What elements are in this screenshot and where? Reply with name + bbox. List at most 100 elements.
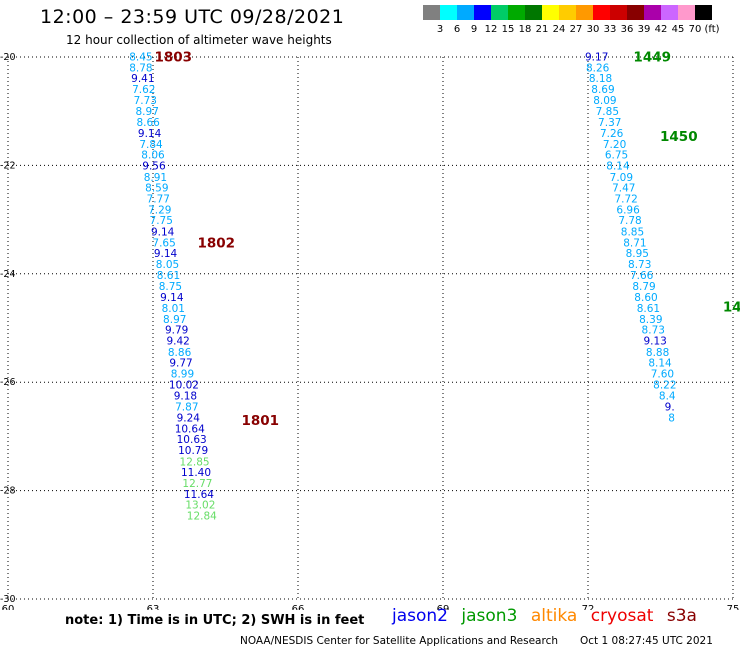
generated-timestamp: Oct 1 08:27:45 UTC 2021 <box>580 635 713 647</box>
colorbar-swatch <box>423 5 440 20</box>
wave-height-value: 8.01 <box>162 303 185 315</box>
wave-height-value: 9.14 <box>138 128 162 140</box>
colorbar-label: 36 <box>621 24 634 35</box>
wave-height-value: 8.86 <box>168 347 192 359</box>
map-subtitle: 12 hour collection of altimeter wave hei… <box>66 33 332 47</box>
legend-jason3: jason3 <box>461 606 518 626</box>
colorbar-swatch <box>610 5 627 20</box>
wave-height-value: 8.79 <box>632 281 655 293</box>
wave-height-value: 9.56 <box>142 160 166 172</box>
pass-time-label: 1449 <box>633 50 671 66</box>
colorbar-swatch <box>491 5 508 20</box>
wave-height-value: 10.64 <box>175 423 205 435</box>
colorbar-label: 30 <box>587 24 600 35</box>
wave-height-value: 8.75 <box>159 281 182 293</box>
wave-height-value: 8.85 <box>621 227 644 239</box>
wave-height-value: 7.85 <box>596 106 619 118</box>
wave-height-value: 6.96 <box>616 204 640 216</box>
wave-height-value: 9.79 <box>165 325 188 337</box>
wave-height-value: 8.45 <box>129 52 152 64</box>
wave-height-value: 7.37 <box>598 117 621 129</box>
wave-height-value: 8.73 <box>642 325 665 337</box>
colorbar-swatch <box>593 5 610 20</box>
footnote: note: 1) Time is in UTC; 2) SWH is in fe… <box>65 613 365 628</box>
colorbar-label: 27 <box>570 24 583 35</box>
wave-height-value: 7.62 <box>132 84 155 96</box>
wave-height-value: 8.09 <box>593 95 616 107</box>
colorbar-label: 12 <box>485 24 498 35</box>
wave-height-value: 8.73 <box>628 259 651 271</box>
colorbar-label: 9 <box>471 24 477 35</box>
wave-height-value: 10.79 <box>178 445 208 457</box>
colorbar-swatch <box>474 5 491 20</box>
wave-height-value: 8.4 <box>659 390 676 402</box>
colorbar-swatch <box>661 5 678 20</box>
credit-line: NOAA/NESDIS Center for Satellite Applica… <box>240 635 558 647</box>
colorbar-label: 15 <box>502 24 515 35</box>
wave-height-value: 8.18 <box>589 73 612 85</box>
wave-height-value: 11.40 <box>181 467 211 479</box>
wave-height-value: 8.05 <box>156 259 179 271</box>
wave-height-value: 11.64 <box>184 489 214 501</box>
colorbar-label: 33 <box>604 24 617 35</box>
wave-height-value: 8.71 <box>623 237 646 249</box>
colorbar-swatch <box>695 5 712 20</box>
wave-height-value: 9.14 <box>151 227 175 239</box>
wave-height-value: 8.97 <box>163 314 186 326</box>
wave-height-value: 7.65 <box>152 237 175 249</box>
pass-time-label: 14 <box>723 299 740 315</box>
wave-height-value: 8.22 <box>653 379 676 391</box>
satellite-legend: jason2 jason3 altika cryosat s3a <box>392 606 705 626</box>
wave-height-value: 8.95 <box>626 248 649 260</box>
wave-height-value: 8.60 <box>634 292 657 304</box>
wave-height-value: 7.78 <box>618 215 641 227</box>
wave-height-value: 9.24 <box>177 412 201 424</box>
lat-tick-label: -28 <box>0 486 16 497</box>
wave-height-value: 7.73 <box>134 95 157 107</box>
colorbar-label: 18 <box>519 24 532 35</box>
colorbar-label: 42 <box>655 24 668 35</box>
wave-height-value: 7.20 <box>603 139 626 151</box>
wave-height-value: 8 <box>668 412 675 424</box>
wave-height-value: 9.14 <box>154 248 178 260</box>
lat-tick-label: -22 <box>0 160 16 171</box>
lon-tick-label: 69 <box>437 604 450 610</box>
lat-tick-label: -26 <box>0 377 16 388</box>
lon-tick-label: 63 <box>147 604 160 610</box>
wave-height-value: 7.29 <box>148 204 171 216</box>
wave-height-value: 8.91 <box>144 172 167 184</box>
wave-height-value: 12.85 <box>180 456 210 468</box>
wave-height-value: 7.84 <box>139 139 163 151</box>
colorbar-swatch <box>542 5 559 20</box>
colorbar-swatch <box>576 5 593 20</box>
wave-height-value: 10.63 <box>177 434 207 446</box>
colorbar-label: 70 <box>689 24 702 35</box>
map-title: 12:00 – 23:59 UTC 09/28/2021 <box>40 6 345 28</box>
wave-height-value: 9. <box>665 402 675 414</box>
wave-height-value: 10.02 <box>169 379 199 391</box>
colorbar-label: 3 <box>437 24 443 35</box>
lon-tick-label: 75 <box>727 604 740 610</box>
lat-tick-label: -24 <box>0 269 16 280</box>
wave-height-value: 9.17 <box>585 52 608 64</box>
wave-height-value: 9.42 <box>166 336 189 348</box>
wave-height-value: 7.47 <box>612 183 635 195</box>
legend-cryosat: cryosat <box>590 606 654 626</box>
wave-height-value: 7.77 <box>147 194 170 206</box>
colorbar-swatch <box>525 5 542 20</box>
colorbar-swatch <box>627 5 644 20</box>
wave-height-value: 8.99 <box>171 369 194 381</box>
wave-height-map: 60 63 66 69 72 75-20-22-24-26-28-308.458.789.… <box>0 50 740 611</box>
wave-height-value: 9.14 <box>160 292 184 304</box>
colorbar-label: 39 <box>638 24 651 35</box>
wave-height-value: 7.09 <box>610 172 633 184</box>
colorbar-label: (ft) <box>704 24 719 35</box>
colorbar-swatch <box>559 5 576 20</box>
colorbar-swatch <box>440 5 457 20</box>
colorbar-legend: 3 6 9 12 15 18 21 24 27 30 33 36 39 42 45 70 (ft) <box>423 5 720 35</box>
wave-height-value: 9.41 <box>131 73 154 85</box>
wave-height-value: 8.39 <box>639 314 662 326</box>
wave-height-value: 9.13 <box>643 336 666 348</box>
wave-height-value: 8.59 <box>145 183 168 195</box>
colorbar-swatch <box>678 5 695 20</box>
